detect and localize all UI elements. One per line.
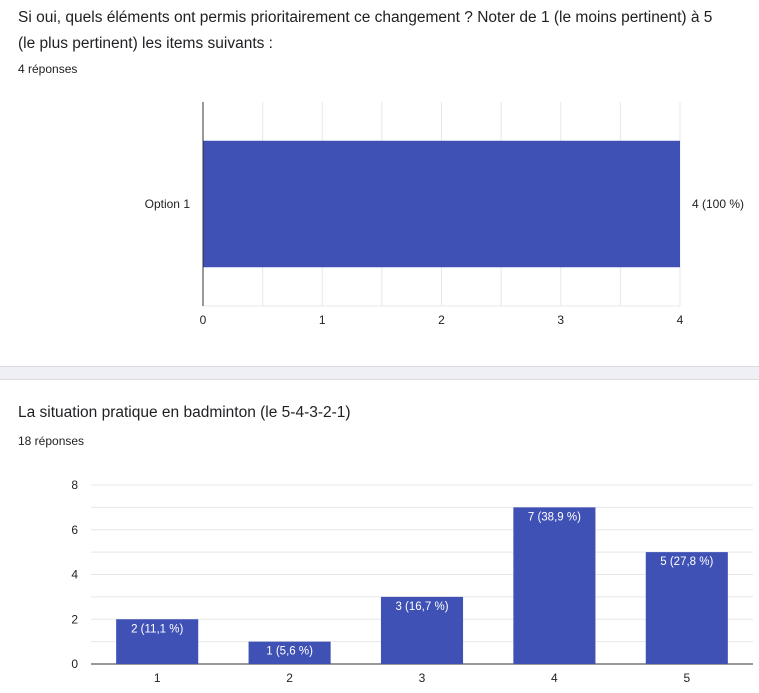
question-card-1: Si oui, quels éléments ont permis priori… [18, 9, 745, 327]
response-count-1: 4 réponses [18, 62, 78, 76]
x-tick-label: 0 [200, 313, 207, 327]
x-tick-label: 4 [551, 671, 558, 685]
bar [380, 596, 464, 664]
data-label: 4 (100 %) [692, 197, 744, 211]
question-title-2: La situation pratique en badminton (le 5… [18, 404, 351, 421]
y-tick-label: 0 [71, 657, 78, 671]
horizontal-bar-chart: 0 1 2 3 4 Option 1 4 (100 %) [145, 102, 744, 327]
data-label: 2 (11,1 %) [131, 623, 183, 635]
response-count-2: 18 réponses [18, 434, 85, 448]
data-label: 3 (16,7 %) [395, 601, 448, 613]
x-tick-label: 4 [677, 313, 684, 327]
x-tick-label: 3 [419, 671, 426, 685]
y-tick-label: 4 [71, 568, 78, 582]
card-separator [0, 366, 759, 380]
bar [513, 507, 596, 664]
vertical-bar-chart: 0 2 4 6 8 2 (11,1 %) 1 1 (5,6 %) 2 3 (16,7 %) 3 7 (… [71, 478, 753, 685]
y-tick-label: 2 [71, 612, 78, 626]
bar [116, 619, 199, 664]
bar [203, 140, 680, 268]
x-tick-label: 2 [286, 671, 293, 685]
data-label: 7 (38,9 %) [528, 511, 581, 523]
question-card-2: La situation pratique en badminton (le 5… [0, 380, 759, 693]
bar [248, 641, 331, 664]
y-tick-label: 6 [71, 523, 78, 537]
question-title-1: Si oui, quels éléments ont permis priori… [18, 9, 713, 52]
x-tick-label: 5 [683, 671, 690, 685]
bar [645, 552, 728, 664]
x-tick-label: 3 [557, 313, 564, 327]
y-tick-label: 8 [71, 478, 78, 492]
data-label: 5 (27,8 %) [660, 556, 713, 568]
category-label: Option 1 [145, 197, 191, 211]
x-tick-label: 2 [438, 313, 445, 327]
x-tick-label: 1 [319, 313, 326, 327]
x-tick-label: 1 [154, 671, 161, 685]
data-label: 1 (5,6 %) [266, 646, 313, 658]
